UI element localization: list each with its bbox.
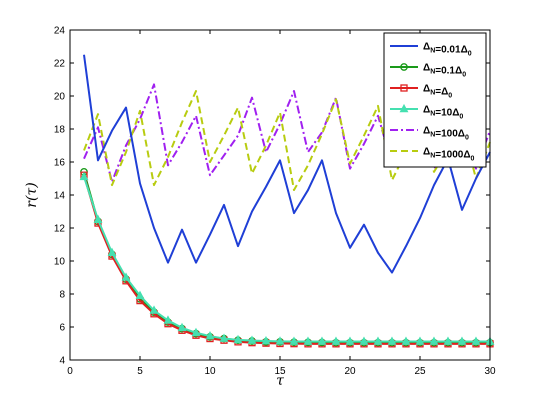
legend-label: ΔN=Δ0 xyxy=(423,84,452,100)
data-point xyxy=(121,272,131,281)
y-tick-label: 8 xyxy=(59,290,65,301)
data-point xyxy=(219,333,229,342)
data-point xyxy=(359,336,369,345)
y-tick-label: 6 xyxy=(59,323,65,334)
data-point xyxy=(457,336,467,345)
data-point xyxy=(233,334,243,344)
series-line xyxy=(83,54,491,274)
legend-box xyxy=(383,32,487,168)
data-point xyxy=(275,336,285,345)
y-axis-label: r(τ) xyxy=(24,182,40,207)
legend-label: ΔN=0.1Δ0 xyxy=(423,63,466,79)
legend-marker xyxy=(400,84,408,92)
legend-label: ΔN=1000Δ0 xyxy=(423,147,475,163)
data-point xyxy=(177,322,187,332)
y-tick-label: 18 xyxy=(54,125,66,136)
data-point xyxy=(429,336,439,345)
data-point xyxy=(401,336,411,345)
y-tick-label: 12 xyxy=(54,224,66,235)
data-point xyxy=(331,336,341,345)
data-point xyxy=(303,336,313,345)
y-tick-label: 22 xyxy=(54,59,66,70)
y-tick-label: 24 xyxy=(54,26,66,37)
y-tick-label: 10 xyxy=(54,257,66,268)
x-tick-label: 10 xyxy=(204,366,216,377)
data-point xyxy=(107,247,117,257)
series-0 xyxy=(83,54,491,274)
data-point xyxy=(345,336,355,345)
data-point xyxy=(261,335,271,345)
legend-marker xyxy=(400,63,408,71)
y-tick-label: 14 xyxy=(54,191,66,202)
data-point xyxy=(415,336,425,345)
data-point xyxy=(191,327,201,337)
y-tick-label: 4 xyxy=(59,356,65,367)
data-point xyxy=(149,305,159,314)
series-3 xyxy=(79,171,495,345)
x-tick-label: 25 xyxy=(414,366,426,377)
ticks-layer: 0 5 10 15 20 25 30 4 6 8 10 12 14 16 18 20 22 24 xyxy=(54,26,496,378)
data-point xyxy=(135,290,145,299)
x-tick-label: 15 xyxy=(274,366,286,377)
x-tick-label: 5 xyxy=(137,366,143,377)
legend-label: ΔN=10Δ0 xyxy=(423,105,463,121)
data-point xyxy=(471,336,481,345)
legend-label: ΔN=100Δ0 xyxy=(423,126,469,142)
data-point xyxy=(93,214,103,224)
legend-marker xyxy=(399,103,409,113)
data-point xyxy=(163,315,173,324)
data-point xyxy=(289,336,299,345)
series-layer xyxy=(79,54,495,348)
data-point xyxy=(247,335,257,344)
data-point xyxy=(205,331,215,340)
x-tick-label: 0 xyxy=(67,366,73,377)
data-point xyxy=(373,336,383,345)
data-point xyxy=(443,336,453,345)
legend: ΔN=0.01Δ0 ΔN=0.1Δ0 ΔN=Δ0 ΔN=10Δ0 ΔN=100Δ0 ΔN=… xyxy=(383,32,487,168)
data-point xyxy=(317,336,327,345)
data-point xyxy=(387,336,397,345)
x-tick-label: 30 xyxy=(484,366,496,377)
data-point xyxy=(79,171,89,181)
y-tick-label: 20 xyxy=(54,92,66,103)
x-axis-label: τ xyxy=(276,373,284,389)
y-tick-label: 16 xyxy=(54,158,66,169)
legend-label: ΔN=0.01Δ0 xyxy=(423,42,472,58)
x-tick-label: 20 xyxy=(344,366,356,377)
